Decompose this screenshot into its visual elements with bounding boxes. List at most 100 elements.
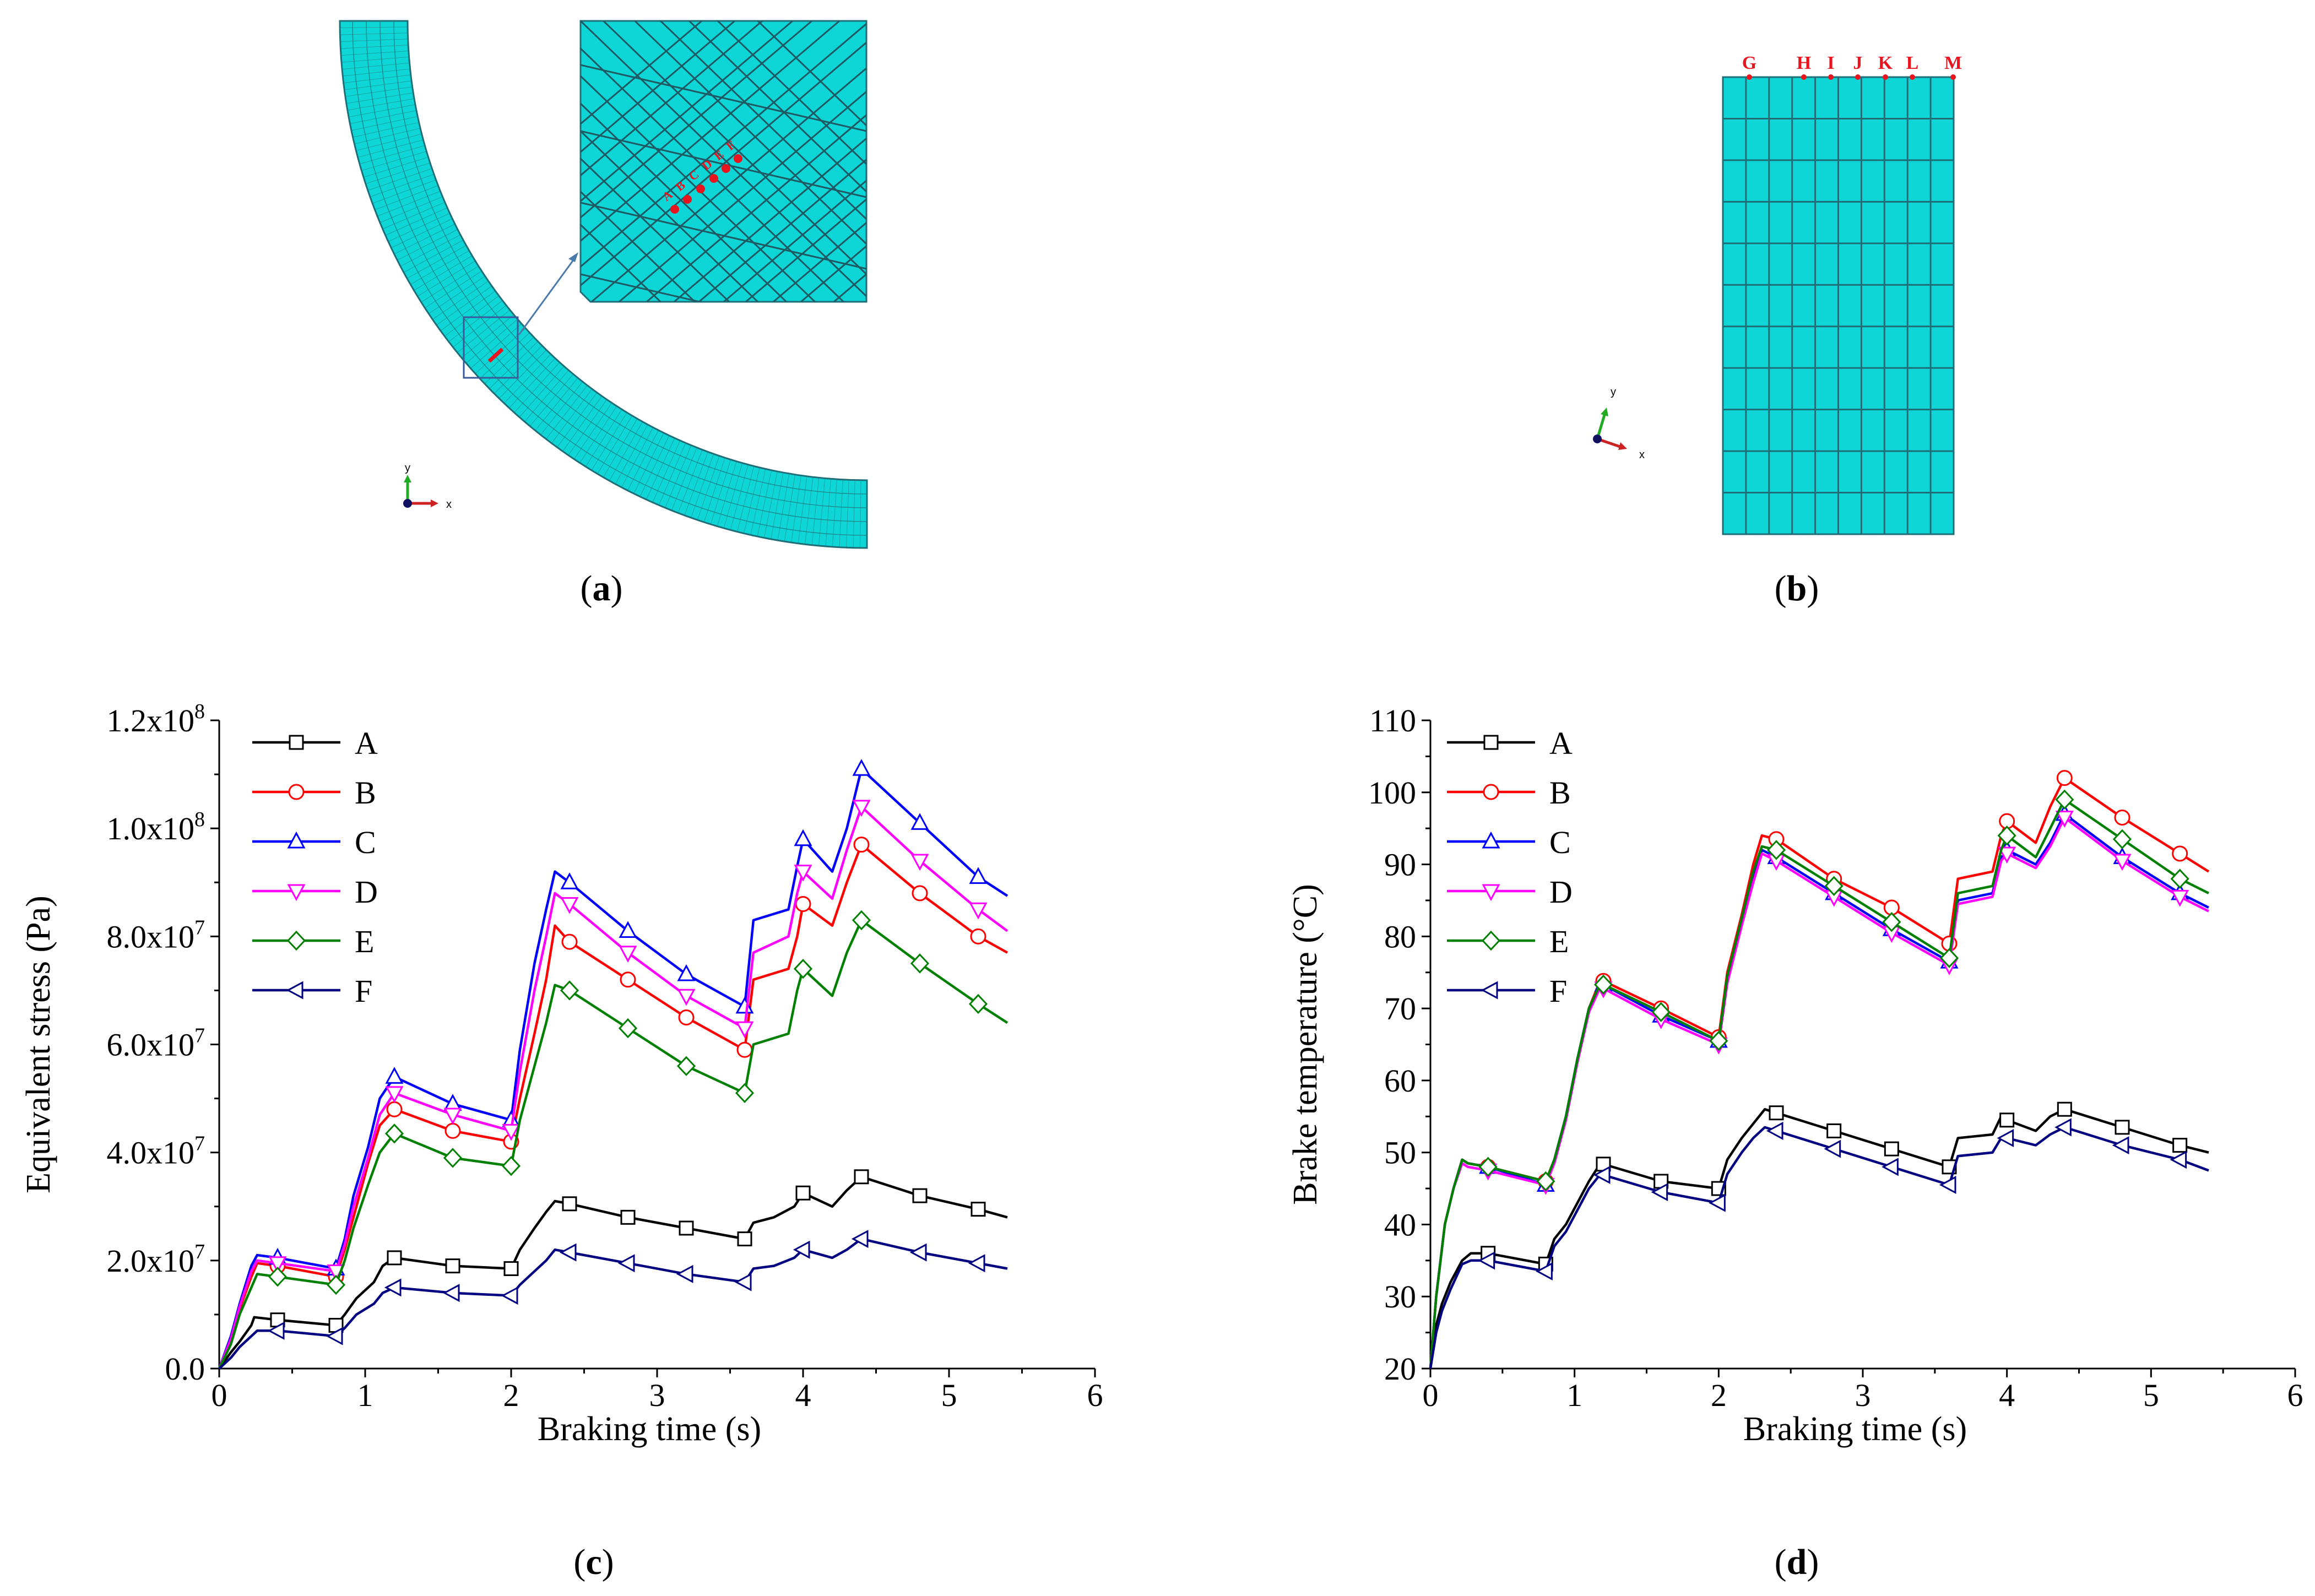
data-point: [328, 1318, 344, 1333]
data-point: [501, 1155, 521, 1176]
data-point: [562, 1196, 577, 1212]
x-tick-label: 3: [1855, 1377, 1871, 1413]
data-point: [286, 981, 303, 1000]
data-point: [560, 872, 579, 889]
data-point: [1999, 1112, 2015, 1128]
zoom-selection-box: [463, 316, 519, 379]
data-point: [853, 837, 870, 853]
series-A: [1429, 1101, 2209, 1369]
node-label: I: [1827, 53, 1834, 73]
data-point: [560, 897, 579, 914]
data-point: [385, 1086, 404, 1103]
data-point: [852, 910, 871, 931]
data-point: [737, 1231, 752, 1247]
series-line: [1429, 1126, 2209, 1369]
legend-label: A: [355, 725, 378, 761]
data-point: [794, 829, 812, 846]
y-tick-label: 30: [1384, 1279, 1416, 1315]
data-point: [1481, 981, 1498, 1000]
series-D: [1429, 811, 2210, 1369]
data-point: [1651, 1183, 1668, 1202]
node-point: [1747, 74, 1752, 80]
data-point: [1651, 1002, 1671, 1022]
data-point: [2054, 1118, 2072, 1137]
series-F: [218, 1230, 1008, 1370]
node-label: H: [1797, 53, 1811, 73]
panel-a-caption: (a): [581, 568, 623, 609]
data-point: [795, 895, 811, 912]
data-point: [1482, 884, 1500, 902]
data-point: [677, 964, 696, 981]
series-C: [1429, 804, 2210, 1369]
data-point: [2112, 1136, 2129, 1155]
legend-label: D: [355, 874, 378, 910]
inset-node-points: [670, 154, 742, 214]
data-point: [968, 1254, 985, 1273]
node-point: [1828, 74, 1834, 80]
panel-c-caption: (c): [573, 1542, 614, 1582]
data-point: [852, 759, 871, 776]
data-point: [910, 953, 930, 974]
data-point: [794, 865, 812, 882]
y-axis-title: Brake temperature (°C): [1287, 884, 1324, 1205]
data-point: [287, 831, 306, 849]
data-point: [679, 1220, 694, 1236]
node-point: [1950, 74, 1956, 80]
data-point: [2114, 810, 2130, 826]
data-point: [619, 946, 637, 963]
data-point: [503, 1261, 519, 1277]
x-tick-label: 4: [1999, 1377, 2015, 1413]
x-tick-label: 4: [795, 1377, 811, 1413]
node-label: L: [1906, 53, 1919, 73]
chart-c-equivalent-stress: 0 1 2 3 4 5 6 0.0 2.0x107 4.0x107 6.0x107 8.0x107 1.…: [20, 700, 1103, 1448]
series-line: [1429, 1108, 2209, 1369]
chart-d-brake-temperature: 0 1 2 3 4 5 6 20 30 40 50 60 70 80 90 100 110 Braking tim…: [1287, 703, 2303, 1448]
data-point: [970, 928, 986, 944]
legend-label: E: [355, 924, 374, 959]
data-point: [968, 994, 988, 1014]
data-point: [1709, 1193, 1726, 1212]
series-line: [1429, 812, 2210, 1369]
data-point: [2115, 1120, 2130, 1135]
x-tick-label: 1: [1566, 1377, 1582, 1413]
data-point: [676, 1264, 693, 1283]
data-point: [386, 1101, 403, 1117]
legend-label: A: [1549, 725, 1573, 761]
data-point: [2112, 829, 2132, 849]
legend-entry-D: D: [252, 874, 378, 910]
y-tick-label: 60: [1384, 1063, 1416, 1099]
data-point: [969, 902, 988, 920]
x-tick-label: 0: [1423, 1377, 1439, 1413]
x-tick-label: 3: [649, 1377, 665, 1413]
node-label: J: [1853, 53, 1863, 73]
data-point: [971, 1202, 986, 1217]
data-point: [1593, 1165, 1611, 1184]
y-tick-label: 1.0x108: [107, 808, 205, 846]
y-tick-label: 6.0x107: [107, 1024, 205, 1063]
data-point: [286, 930, 306, 951]
series-line: [1429, 816, 2210, 1369]
data-point: [1997, 1128, 2014, 1148]
data-point: [2057, 1101, 2072, 1117]
data-point: [443, 1148, 463, 1168]
data-point: [2055, 811, 2074, 828]
data-point: [1826, 1123, 1842, 1138]
series-F: [1429, 1118, 2209, 1369]
legend-entry-F: F: [252, 973, 372, 1009]
ring-mesh-body: [339, 20, 868, 549]
legend-label: C: [1549, 824, 1571, 860]
data-point: [619, 921, 637, 938]
data-point: [443, 1094, 462, 1111]
data-point: [2170, 1150, 2187, 1169]
axis-x-label-b: x: [1639, 449, 1645, 461]
data-point: [910, 813, 929, 830]
data-point: [2172, 845, 2188, 862]
data-point: [445, 1258, 460, 1274]
data-point: [969, 867, 988, 884]
series-line: [1429, 777, 2210, 1369]
data-point: [385, 1067, 404, 1084]
y-tick-label: 100: [1368, 775, 1416, 811]
